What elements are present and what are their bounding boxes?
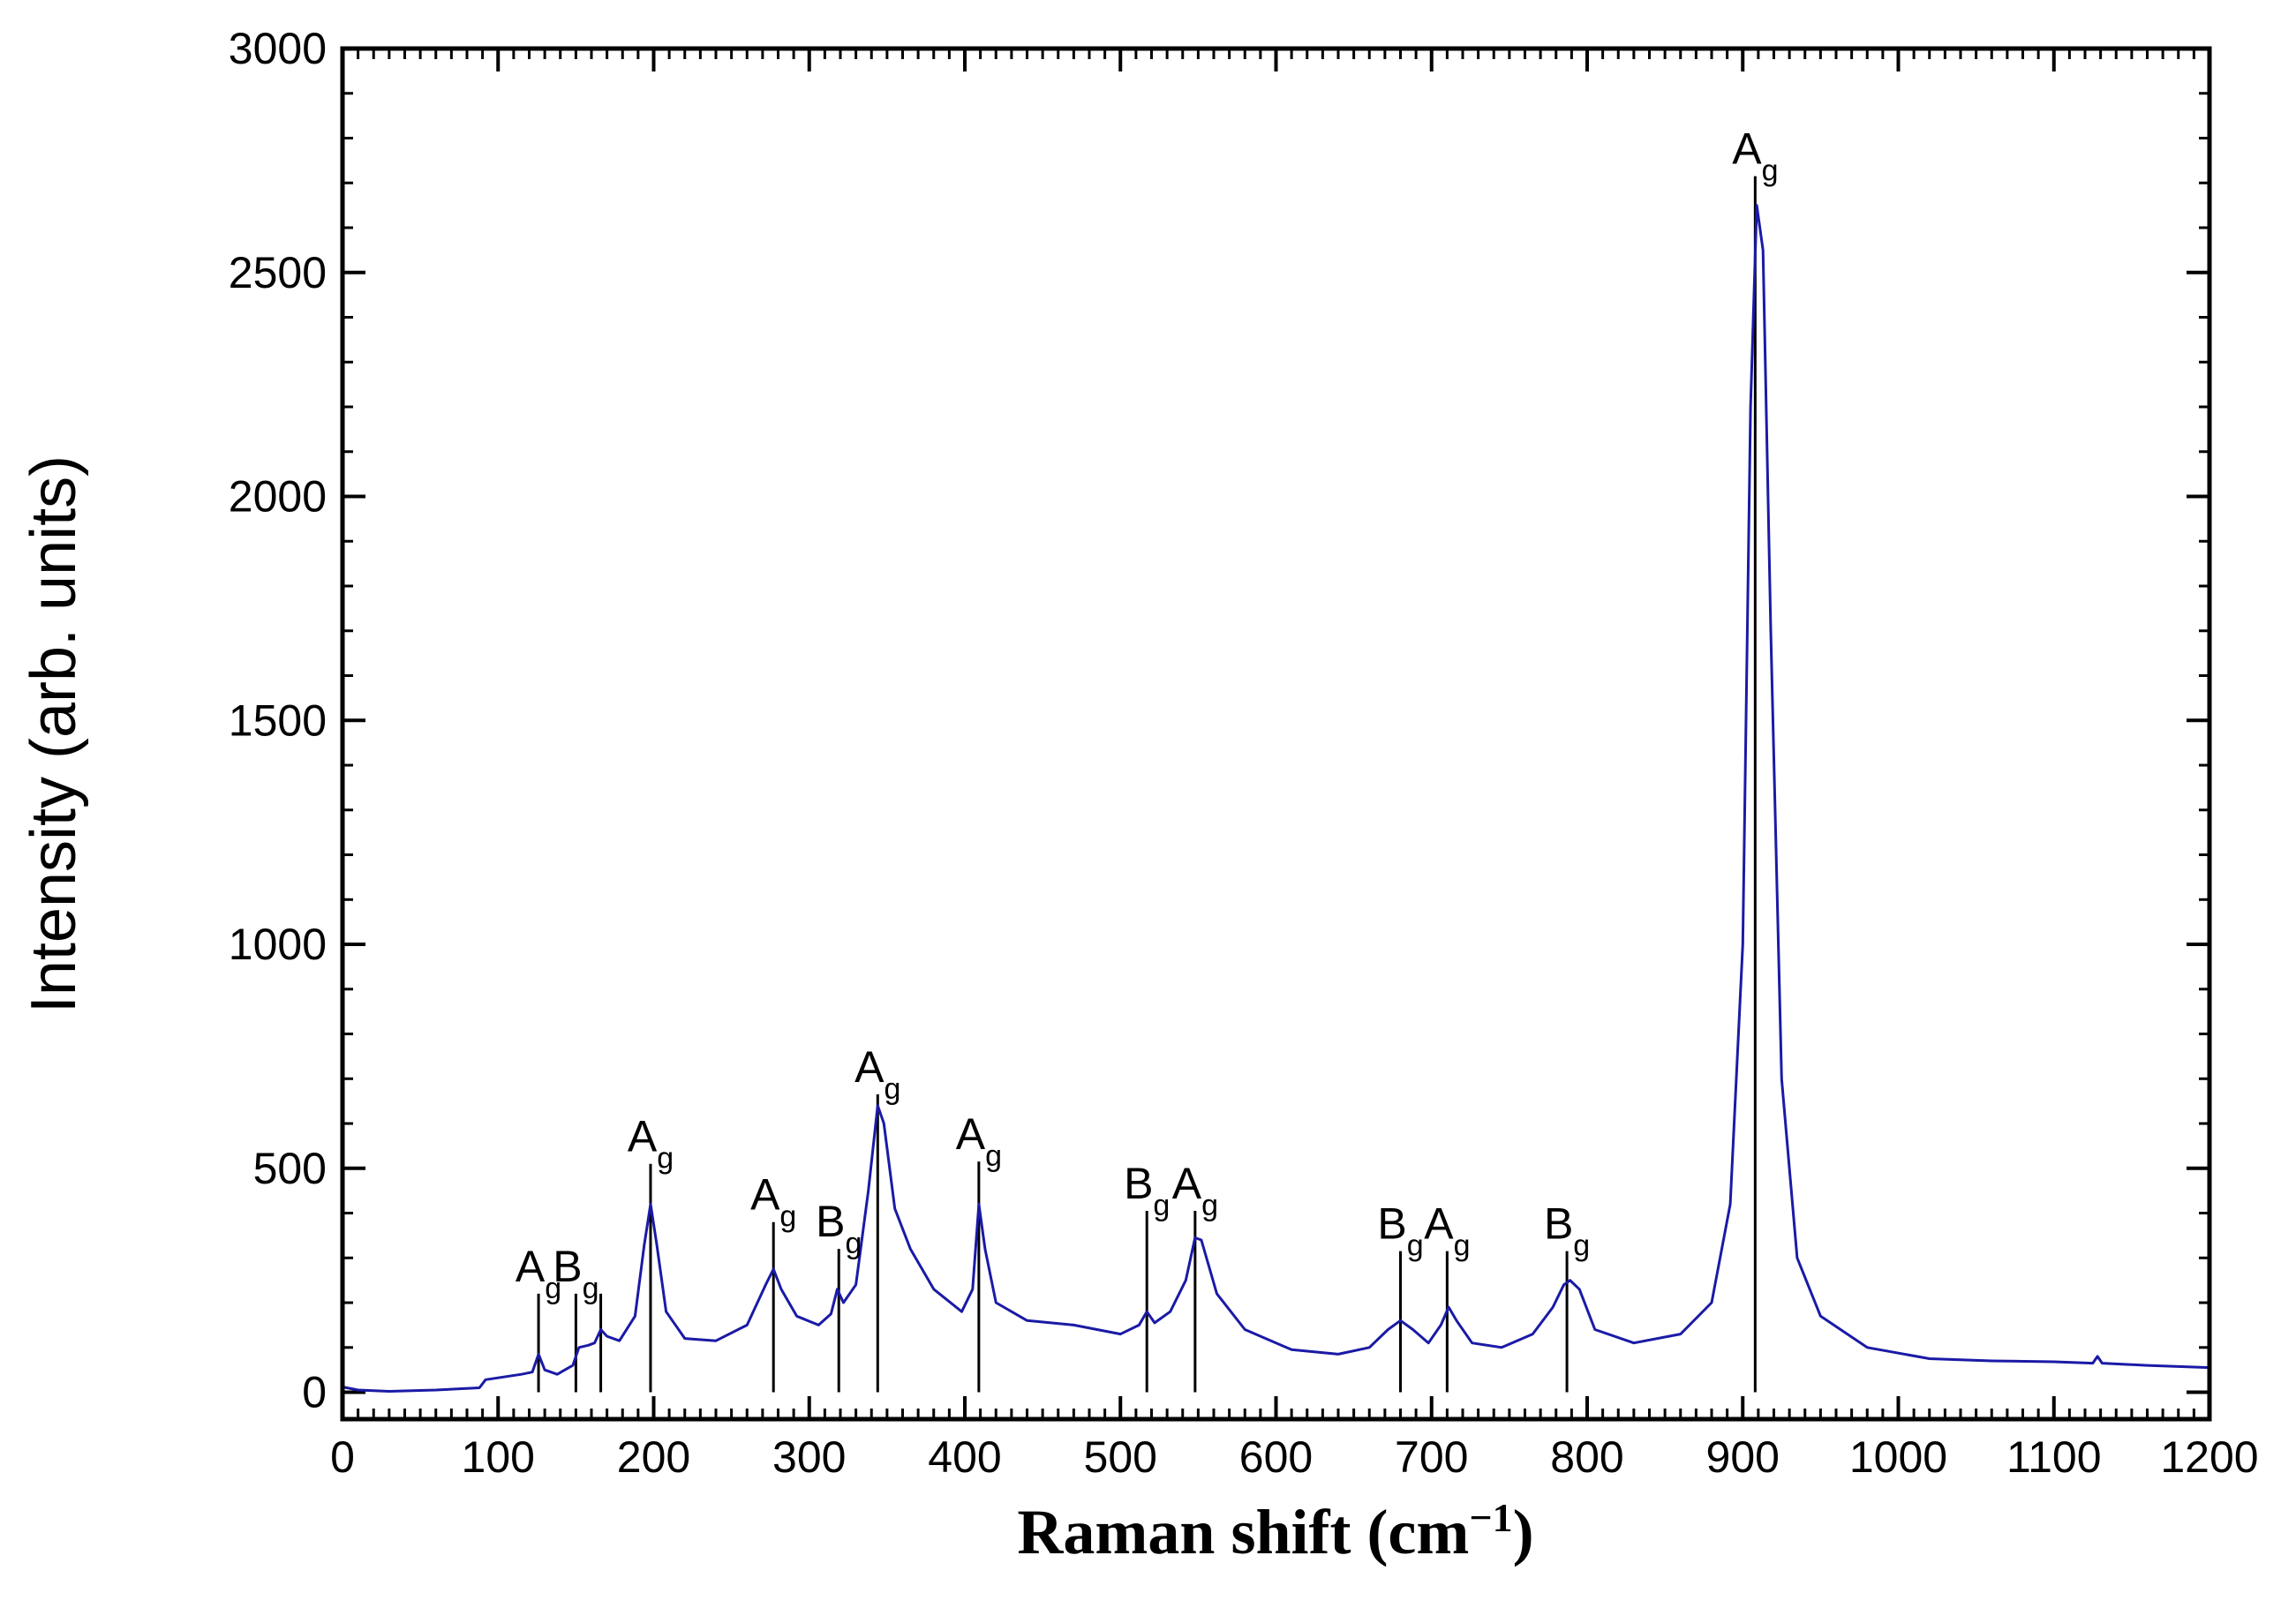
mode-label-main: A [750, 1170, 780, 1220]
mode-label-sub: g [1153, 1189, 1170, 1222]
mode-label-main: A [1732, 124, 1762, 174]
mode-label-main: A [628, 1112, 658, 1161]
mode-label-sub: g [845, 1227, 862, 1260]
x-tick-label: 500 [1084, 1432, 1157, 1482]
mode-label: Bg [816, 1197, 862, 1260]
spectrum-line [342, 204, 2210, 1393]
y-tick-label: 0 [302, 1368, 327, 1417]
mode-label: Bg [1377, 1199, 1423, 1263]
x-tick-label: 400 [928, 1432, 1001, 1482]
mode-label-main: A [854, 1042, 885, 1092]
mode-label: Bg [1544, 1199, 1590, 1263]
x-tick-label: 600 [1239, 1432, 1313, 1482]
mode-annotation-lines [537, 176, 1757, 1393]
x-axis-title-sup: −1 [1469, 1495, 1512, 1540]
mode-label-main: B [553, 1242, 582, 1291]
mode-label-sub: g [1573, 1229, 1590, 1263]
mode-label-sub: g [885, 1072, 901, 1106]
minor-ticks [343, 49, 2209, 1419]
mode-label-main: B [816, 1197, 845, 1246]
x-tick-labels: 0 100 200 300 400 500 600 700 800 900 1000 1100 1200 [330, 1432, 2259, 1482]
series-group [342, 204, 2210, 1393]
mode-label: Bg [1124, 1159, 1170, 1222]
x-tick-label: 300 [772, 1432, 846, 1482]
mode-label: Ag [750, 1170, 796, 1234]
mode-label-main: B [1124, 1159, 1153, 1208]
plot-frame [340, 46, 2212, 1422]
x-tick-label: 1100 [2006, 1432, 2102, 1482]
mode-label-sub: g [1454, 1229, 1471, 1263]
x-tick-label: 1000 [1849, 1432, 1947, 1482]
x-axis-title-main: Raman shift (cm [1017, 1497, 1469, 1567]
y-tick-labels: 0 500 1000 1500 2000 2500 3000 [229, 24, 327, 1417]
mode-label-main: A [1172, 1159, 1202, 1208]
y-tick-label: 1000 [229, 920, 327, 969]
mode-label-sub: g [1407, 1229, 1424, 1263]
mode-label: Ag [516, 1242, 561, 1305]
mode-label-sub: g [657, 1142, 674, 1176]
y-axis-title: Intensity (arb. units) [19, 455, 89, 1013]
y-tick-label: 2000 [229, 472, 327, 522]
y-tick-label: 2500 [229, 248, 327, 297]
mode-label-main: B [1377, 1199, 1406, 1249]
mode-label-sub: g [583, 1272, 599, 1305]
mode-label: Ag [628, 1112, 674, 1176]
x-axis-title: Raman shift (cm−1) [1017, 1495, 1533, 1568]
x-tick-label: 900 [1706, 1432, 1780, 1482]
y-tick-label: 500 [253, 1144, 327, 1193]
x-axis-title-close: ) [1513, 1497, 1534, 1567]
mode-label-sub: g [779, 1200, 796, 1234]
mode-label: Ag [956, 1109, 1002, 1173]
mode-label-main: A [1424, 1199, 1454, 1249]
x-tick-label: 100 [462, 1432, 535, 1482]
x-tick-label: 800 [1550, 1432, 1623, 1482]
mode-label-sub: g [1762, 154, 1779, 188]
mode-label-main: B [1544, 1199, 1573, 1249]
mode-label-sub: g [985, 1139, 1002, 1173]
x-tick-label: 700 [1395, 1432, 1468, 1482]
x-tick-label: 1200 [2160, 1432, 2258, 1482]
y-tick-label: 3000 [229, 24, 327, 73]
x-tick-label: 200 [617, 1432, 690, 1482]
mode-label-sub: g [545, 1272, 561, 1305]
mode-label-main: A [516, 1242, 546, 1291]
mode-label: Ag [1732, 124, 1778, 188]
mode-label: Ag [1172, 1159, 1218, 1222]
mode-label-main: A [956, 1109, 986, 1159]
x-tick-label: 0 [330, 1432, 355, 1482]
major-ticks [341, 47, 2211, 1419]
y-tick-label: 1500 [229, 695, 327, 745]
mode-label: Bg [553, 1242, 598, 1305]
mode-label: Ag [1424, 1199, 1470, 1263]
mode-label-sub: g [1201, 1189, 1218, 1222]
mode-label: Ag [854, 1042, 900, 1106]
